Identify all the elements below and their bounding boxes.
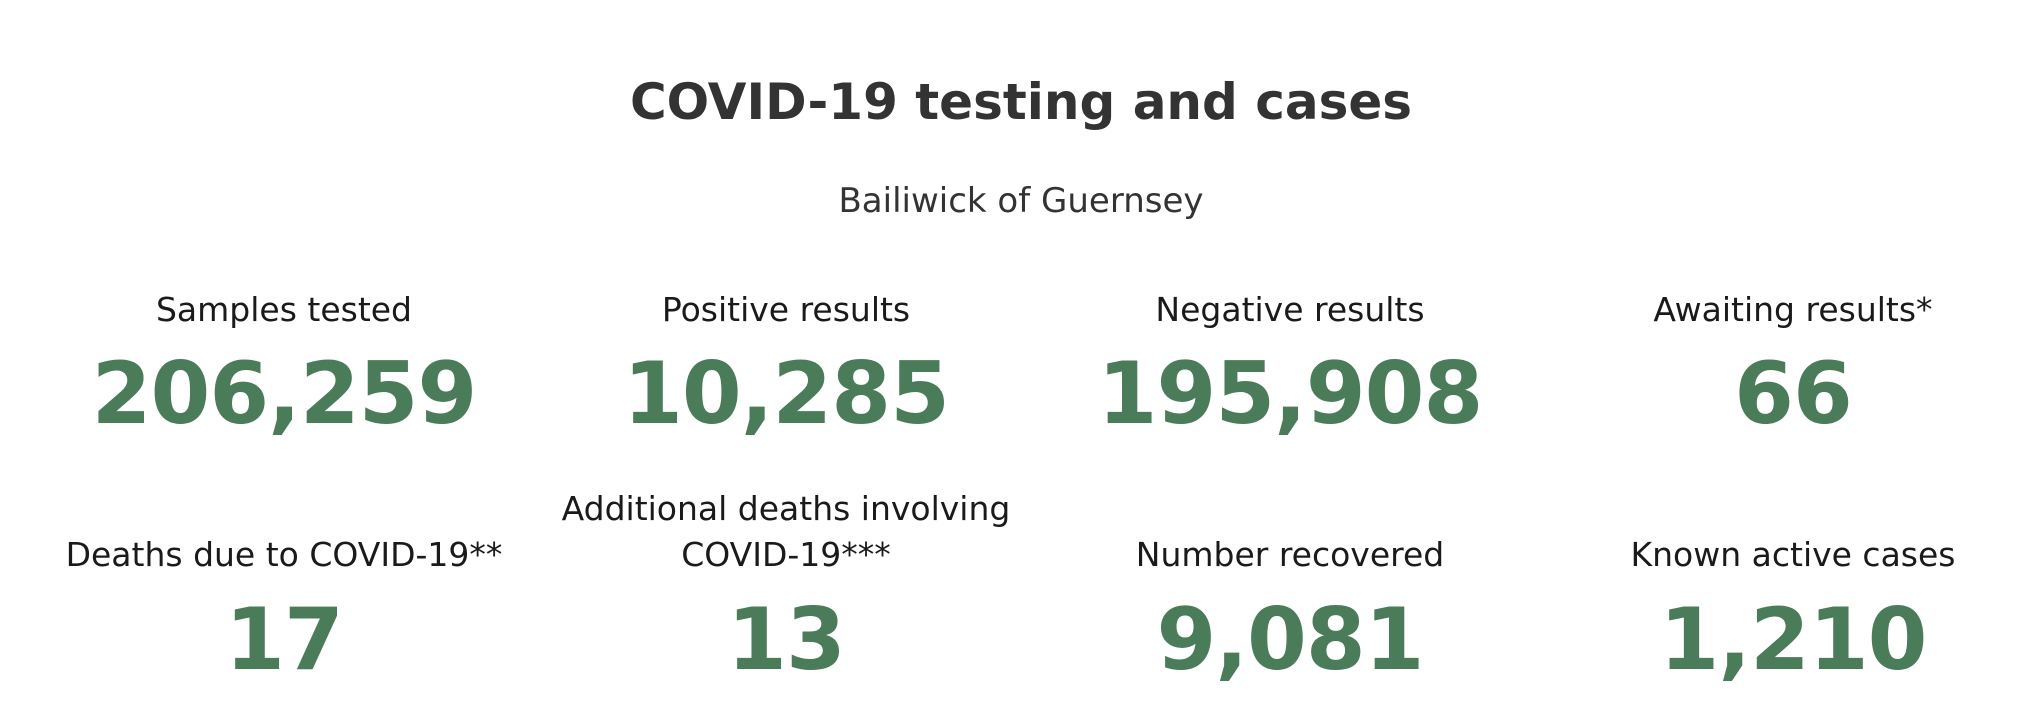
stat-label: Additional deaths involving COVID-19*** bbox=[536, 486, 1036, 578]
stat-label-line-2: COVID-19*** bbox=[681, 535, 891, 574]
stat-label: Known active cases bbox=[1630, 535, 1956, 574]
stat-label: Negative results bbox=[1155, 290, 1425, 329]
stat-label: Number recovered bbox=[1135, 535, 1445, 574]
stat-value: 1,210 bbox=[1659, 590, 1927, 690]
stat-label: Positive results bbox=[661, 290, 911, 329]
stat-value: 10,285 bbox=[623, 344, 950, 444]
stat-label-line-1: Additional deaths involving bbox=[561, 489, 1011, 528]
stat-value: 13 bbox=[727, 590, 846, 690]
stat-label: Samples tested bbox=[155, 290, 413, 329]
stat-value: 66 bbox=[1734, 344, 1853, 444]
stat-label: Awaiting results* bbox=[1653, 290, 1933, 329]
stat-label: Deaths due to COVID-19** bbox=[65, 535, 503, 574]
stat-value: 9,081 bbox=[1156, 590, 1424, 690]
stat-value: 195,908 bbox=[1097, 344, 1484, 444]
page-title: COVID-19 testing and cases bbox=[629, 73, 1413, 131]
stat-value: 17 bbox=[225, 590, 344, 690]
stat-value: 206,259 bbox=[91, 344, 478, 444]
page-subtitle: Bailiwick of Guernsey bbox=[838, 181, 1204, 221]
